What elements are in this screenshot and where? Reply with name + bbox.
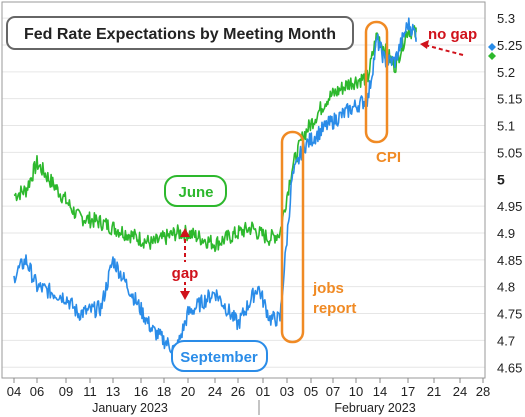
x-tick-label: 26 bbox=[231, 384, 245, 399]
y-tick-label: 4.8 bbox=[497, 280, 515, 295]
september-last-marker bbox=[488, 43, 496, 51]
x-tick-label: 24 bbox=[208, 384, 222, 399]
x-tick-label: 14 bbox=[373, 384, 387, 399]
gap-arrow-down bbox=[180, 291, 190, 300]
x-tick-label: 09 bbox=[59, 384, 73, 399]
y-axis: 5.3 5.25 5.2 5.15 5.1 5.05 5 4.95 4.9 4.85 4.8 4.75… bbox=[497, 11, 522, 375]
jobs-label: jobs bbox=[312, 280, 344, 297]
september-label-box bbox=[171, 340, 268, 372]
no-gap-arrowhead bbox=[420, 40, 429, 49]
x-tick-label: 10 bbox=[349, 384, 363, 399]
no-gap-label: no gap bbox=[428, 26, 477, 43]
y-tick-label: 4.95 bbox=[497, 199, 522, 214]
june-label: June bbox=[178, 184, 213, 201]
x-tick-label: 03 bbox=[280, 384, 294, 399]
x-tick-label: 06 bbox=[30, 384, 44, 399]
y-tick-label: 4.75 bbox=[497, 307, 522, 322]
cpi-highlight bbox=[364, 20, 389, 144]
jobs-report-highlight bbox=[280, 130, 305, 344]
june-last-marker bbox=[488, 52, 496, 60]
y-tick-label: 4.7 bbox=[497, 333, 515, 348]
title-box bbox=[6, 16, 354, 50]
report-label: report bbox=[313, 300, 356, 317]
x-tick-label: 04 bbox=[7, 384, 21, 399]
x-tick-label: 18 bbox=[157, 384, 171, 399]
y-tick-label: 5.25 bbox=[497, 38, 522, 53]
series-layer bbox=[13, 17, 417, 356]
x-tick-label: 17 bbox=[401, 384, 415, 399]
x-tick-label: 13 bbox=[106, 384, 120, 399]
x-tick-label: 01 bbox=[256, 384, 270, 399]
september-label: September bbox=[180, 349, 258, 366]
month-label-january: January 2023 bbox=[92, 401, 168, 415]
chart-title: Fed Rate Expectations by Meeting Month bbox=[24, 26, 336, 43]
september-series-line bbox=[13, 17, 417, 356]
y-tick-label: 4.85 bbox=[497, 253, 522, 268]
y-tick-label: 4.65 bbox=[497, 360, 522, 375]
month-label-february: February 2023 bbox=[334, 401, 415, 415]
x-axis: 04 06 09 11 13 16 18 20 24 26 01 03 05 07 10 14 17 21 24 28 bbox=[7, 378, 490, 399]
x-tick-label: 16 bbox=[134, 384, 148, 399]
gap-label: gap bbox=[172, 265, 199, 282]
x-tick-label: 24 bbox=[453, 384, 467, 399]
y-tick-label: 5.1 bbox=[497, 119, 515, 134]
gap-arrow-up bbox=[180, 228, 190, 237]
y-tick-label: 4.9 bbox=[497, 226, 515, 241]
x-tick-label: 11 bbox=[83, 384, 97, 399]
plot-border bbox=[1, 1, 486, 379]
cpi-label: CPI bbox=[376, 149, 401, 166]
no-gap-arrow-line bbox=[424, 44, 464, 56]
y-tick-label: 5.2 bbox=[497, 65, 515, 80]
y-tick-label: 5 bbox=[497, 171, 505, 187]
x-tick-label: 20 bbox=[181, 384, 195, 399]
x-tick-label: 05 bbox=[304, 384, 318, 399]
y-tick-label: 5.15 bbox=[497, 92, 522, 107]
gap-label-bg bbox=[166, 262, 204, 282]
x-tick-label: 28 bbox=[476, 384, 490, 399]
x-tick-label: 21 bbox=[427, 384, 441, 399]
june-series-line bbox=[13, 25, 417, 253]
y-tick-label: 5.3 bbox=[497, 11, 515, 26]
june-label-box bbox=[164, 175, 227, 207]
y-tick-label: 5.05 bbox=[497, 145, 522, 160]
x-tick-label: 07 bbox=[326, 384, 340, 399]
